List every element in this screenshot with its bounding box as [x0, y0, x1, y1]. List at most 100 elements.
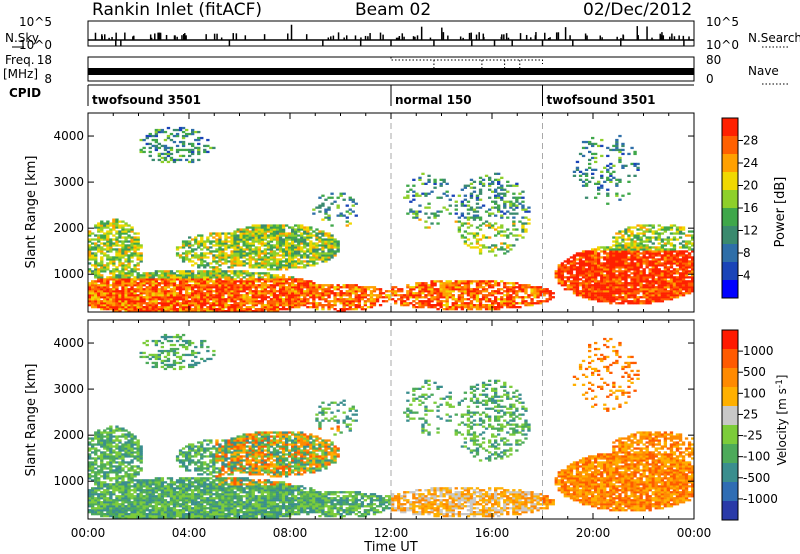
heatmap-cell [345, 292, 349, 295]
heatmap-cell [466, 222, 471, 225]
heatmap-cell [127, 256, 131, 259]
heatmap-cell [139, 294, 143, 297]
heatmap-cell [103, 268, 107, 271]
heatmap-cell [633, 296, 637, 299]
heatmap-cell [575, 274, 580, 277]
heatmap-cell [609, 278, 613, 281]
heatmap-cell [115, 284, 119, 287]
heatmap-cell [409, 290, 413, 293]
heatmap-cell [603, 250, 607, 253]
heatmap-cell [166, 280, 171, 283]
heatmap-cell [603, 288, 607, 291]
heatmap-cell [163, 152, 168, 156]
heatmap-cell [657, 300, 661, 303]
heatmap-cell [181, 294, 186, 297]
heatmap-cell [197, 288, 201, 291]
heatmap-cell [151, 308, 155, 311]
heatmap-cell [421, 182, 425, 185]
heatmap-cell [269, 226, 274, 229]
heatmap-cell [560, 272, 565, 275]
heatmap-cell [97, 262, 101, 265]
heatmap-cell [194, 280, 198, 283]
heatmap-cell [648, 254, 652, 257]
heatmap-cell [106, 256, 110, 259]
heatmap-cell [609, 270, 613, 273]
heatmap-cell [645, 260, 649, 263]
heatmap-cell [600, 256, 604, 259]
heatmap-cell [351, 292, 355, 295]
heatmap-cell [412, 294, 416, 297]
heatmap-cell [251, 244, 255, 247]
heatmap-cell [121, 240, 125, 243]
heatmap-cell [260, 302, 265, 305]
heatmap-cell [651, 294, 655, 297]
heatmap-cell [294, 240, 298, 243]
heatmap-cell [303, 292, 307, 295]
heatmap-cell [460, 296, 465, 299]
heatmap-cell [91, 302, 95, 305]
heatmap-cell [669, 266, 674, 269]
heatmap-cell [278, 260, 283, 263]
heatmap-cell [215, 280, 219, 283]
heatmap-cell [233, 256, 237, 259]
heatmap-cell [469, 208, 474, 211]
heatmap-cell [285, 264, 289, 267]
heatmap-cell [491, 182, 495, 185]
heatmap-cell [124, 248, 128, 251]
heatmap-cell [209, 306, 213, 309]
heatmap-cell [97, 264, 101, 267]
heatmap-cell [112, 290, 116, 293]
heatmap-cell [439, 304, 443, 307]
heatmap-cell [263, 290, 268, 293]
heatmap-cell [166, 126, 171, 130]
heatmap-cell [178, 158, 183, 162]
heatmap-cell [169, 290, 174, 293]
heatmap-cell [475, 308, 480, 311]
heatmap-cell [224, 248, 228, 251]
heatmap-cell [221, 258, 225, 261]
heatmap-cell [191, 298, 195, 301]
heatmap-cell [215, 296, 219, 299]
heatmap-cell [312, 300, 316, 303]
heatmap-cell [609, 148, 613, 152]
heatmap-cell [430, 294, 434, 297]
heatmap-cell [288, 294, 292, 297]
heatmap-cell [133, 298, 137, 301]
heatmap-cell [124, 308, 128, 311]
heatmap-cell [94, 272, 98, 275]
heatmap-cell [91, 246, 95, 249]
heatmap-cell [351, 198, 355, 201]
heatmap-cell [260, 288, 265, 291]
heatmap-cell [188, 278, 192, 281]
heatmap-cell [591, 262, 595, 265]
heatmap-cell [403, 304, 407, 307]
heatmap-cell [533, 296, 537, 299]
heatmap-cell [233, 262, 237, 265]
heatmap-cell [630, 302, 634, 305]
heatmap-cell [669, 294, 674, 297]
heatmap-cell [206, 296, 210, 299]
heatmap-cell [194, 284, 198, 287]
heatmap-cell [224, 280, 228, 283]
heatmap-cell [324, 210, 328, 213]
heatmap-cell [424, 300, 428, 303]
heatmap-cell [321, 242, 325, 245]
heatmap-cell [100, 270, 104, 273]
heatmap-cell [663, 296, 668, 299]
heatmap-cell [315, 206, 319, 209]
heatmap-cell [627, 294, 631, 297]
heatmap-cell [239, 280, 243, 283]
heatmap-cell [506, 234, 510, 237]
heatmap-cell [224, 242, 228, 245]
heatmap-cell [327, 234, 331, 237]
heatmap-cell [115, 254, 119, 257]
heatmap-cell [103, 294, 107, 297]
heatmap-cell [124, 264, 128, 267]
heatmap-cell [327, 288, 331, 291]
heatmap-cell [372, 290, 377, 293]
heatmap-cell [497, 302, 501, 305]
heatmap-cell [130, 292, 134, 295]
heatmap-cell [97, 228, 101, 231]
heatmap-cell [200, 264, 204, 267]
heatmap-cell [200, 276, 204, 279]
